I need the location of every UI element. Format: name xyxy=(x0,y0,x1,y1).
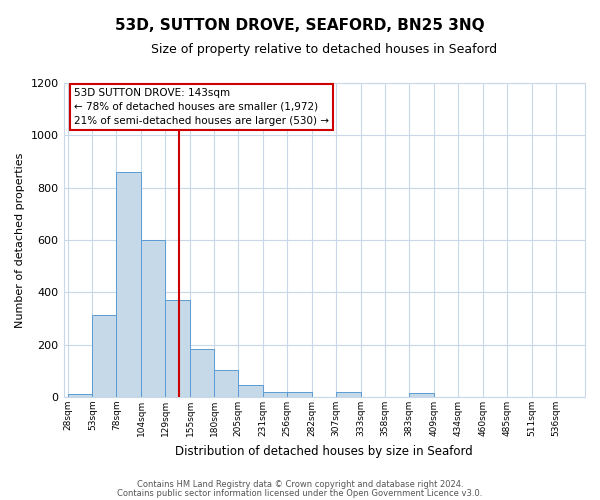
Bar xyxy=(142,240,166,397)
Bar xyxy=(92,314,116,397)
Bar xyxy=(68,394,92,397)
Text: 53D, SUTTON DROVE, SEAFORD, BN25 3NQ: 53D, SUTTON DROVE, SEAFORD, BN25 3NQ xyxy=(115,18,485,32)
Bar xyxy=(409,393,434,397)
Bar xyxy=(238,385,263,397)
Text: Contains HM Land Registry data © Crown copyright and database right 2024.: Contains HM Land Registry data © Crown c… xyxy=(137,480,463,489)
Bar xyxy=(166,300,190,397)
Bar xyxy=(190,348,214,397)
Bar xyxy=(287,392,312,397)
Bar xyxy=(214,370,238,397)
Bar xyxy=(336,392,361,397)
Bar xyxy=(263,392,287,397)
Text: Contains public sector information licensed under the Open Government Licence v3: Contains public sector information licen… xyxy=(118,488,482,498)
Bar xyxy=(116,172,142,397)
X-axis label: Distribution of detached houses by size in Seaford: Distribution of detached houses by size … xyxy=(175,444,473,458)
Y-axis label: Number of detached properties: Number of detached properties xyxy=(15,152,25,328)
Title: Size of property relative to detached houses in Seaford: Size of property relative to detached ho… xyxy=(151,42,497,56)
Text: 53D SUTTON DROVE: 143sqm
← 78% of detached houses are smaller (1,972)
21% of sem: 53D SUTTON DROVE: 143sqm ← 78% of detach… xyxy=(74,88,329,126)
